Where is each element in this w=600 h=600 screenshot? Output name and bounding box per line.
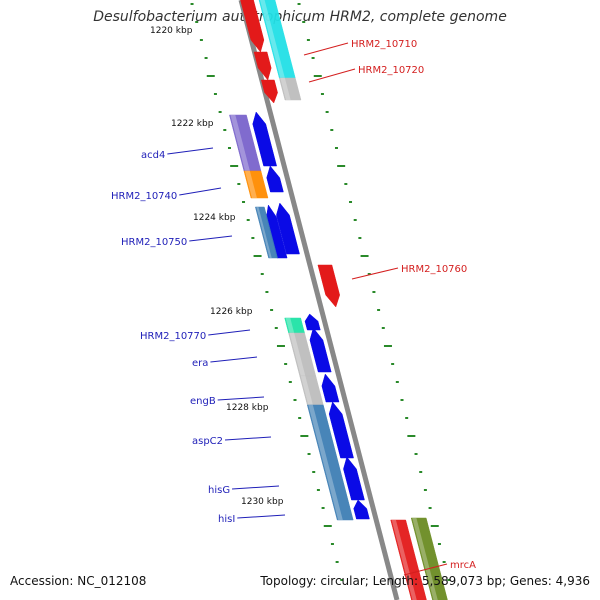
gene-hrm2-10720-shine — [280, 78, 291, 100]
gene-label-left: hisG — [208, 485, 230, 496]
leader-line-left — [217, 396, 265, 401]
leader-line-left — [210, 356, 258, 363]
gene-acd4-shine — [230, 115, 250, 171]
ruler-label: 1220 kbp — [150, 26, 193, 36]
ruler-label: 1222 kbp — [171, 119, 214, 129]
ruler-label: 1224 kbp — [193, 213, 236, 223]
gene-label-left: hisI — [218, 514, 235, 525]
ruler-label: 1230 kbp — [241, 497, 284, 507]
ruler-dots — [190, 3, 451, 581]
gene-mrca-shine — [391, 520, 417, 600]
gene-label-left: aspC2 — [192, 436, 223, 447]
gene-arrow-blue — [321, 373, 340, 403]
map-labels: 1220 kbp 1222 kbp 1224 kbp 1226 kbp 1228 kbp… — [111, 26, 476, 571]
topology-text: Topology: circular; Length: 5,589,073 bp… — [260, 574, 590, 588]
leader-line-left — [237, 514, 286, 519]
gene-mrca — [390, 519, 427, 600]
gene-arrow-red — [253, 51, 272, 81]
leader-line-right — [308, 68, 356, 83]
gene-olive — [410, 517, 448, 600]
gene-aspc2-shine — [308, 405, 343, 520]
gene-hrm2-10770-shine — [285, 318, 295, 333]
gene-arrow-blue — [266, 204, 288, 259]
gene-arrow-blue — [276, 202, 300, 255]
gene-label-right: HRM2_10710 — [351, 39, 417, 50]
gene-hrm2-10740 — [243, 170, 269, 199]
leader-line-right — [403, 563, 448, 576]
leader-line-right — [351, 267, 399, 280]
gene-olive-shine — [412, 518, 438, 600]
leader-line-left — [208, 329, 251, 336]
leader-line-left — [189, 235, 233, 242]
leader-line-left — [167, 147, 214, 155]
accession-text: Accession: NC_012108 — [10, 574, 147, 588]
leader-line-right — [303, 42, 349, 56]
ruler-label: 1228 kbp — [226, 403, 269, 413]
gene-label-left: HRM2_10770 — [140, 331, 206, 342]
gene-features — [229, 0, 448, 600]
label-leaders — [167, 42, 448, 576]
gene-arrow-red — [260, 79, 278, 104]
gene-hrm2-10750 — [254, 206, 278, 259]
leader-line-left — [224, 436, 272, 441]
gene-arrow-blue — [309, 327, 332, 373]
gene-arrow-red — [240, 0, 265, 53]
gene-label-left: engB — [190, 396, 216, 407]
gene-era-shine — [289, 333, 306, 376]
leader-line-left — [179, 187, 222, 196]
gene-aspc2 — [306, 404, 354, 521]
gene-arrow-blue — [266, 165, 284, 193]
gene-label-left: acd4 — [141, 150, 165, 161]
gene-hrm2-10750-shine — [256, 207, 272, 258]
gene-arrow-red — [317, 264, 340, 308]
gene-label-right: HRM2_10720 — [358, 65, 424, 76]
leader-line-left — [232, 485, 280, 490]
ruler-label: 1226 kbp — [210, 307, 253, 317]
gene-arrow-blue — [304, 313, 321, 331]
gene-hrm2-10710-shine — [260, 0, 285, 78]
gene-label-right: mrcA — [450, 560, 476, 571]
gene-hrm2-10740-shine — [244, 171, 257, 198]
gene-label-right: HRM2_10760 — [401, 264, 467, 275]
gene-label-left: HRM2_10750 — [121, 237, 187, 248]
gene-engb-shine — [300, 376, 313, 405]
gene-label-left: era — [192, 358, 208, 369]
gene-hrm2-10720 — [278, 77, 302, 101]
gene-arrow-blue — [353, 499, 370, 520]
gene-label-left: HRM2_10740 — [111, 191, 177, 202]
genome-backbone — [238, 0, 400, 600]
